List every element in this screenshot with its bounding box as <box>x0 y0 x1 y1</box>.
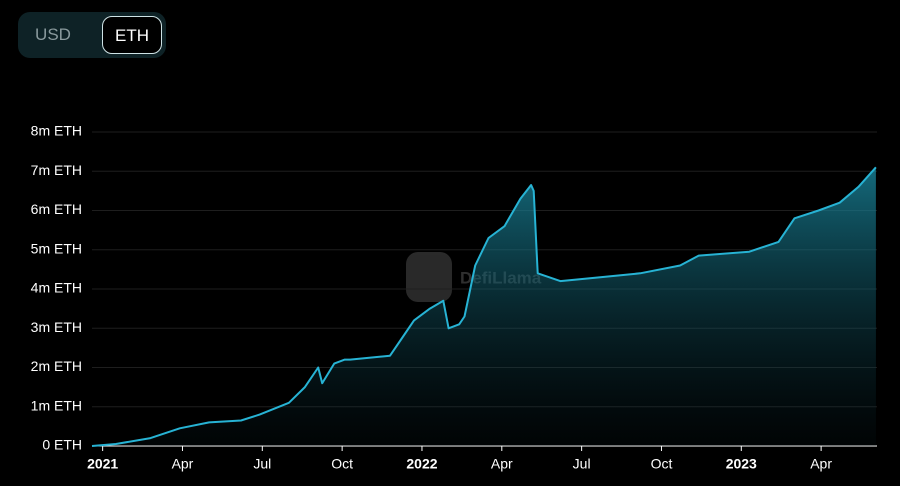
y-tick-label: 3m ETH <box>31 319 82 335</box>
x-tick-label: Apr <box>491 456 513 472</box>
area-line <box>91 166 877 447</box>
toggle-option[interactable]: USD <box>35 25 71 44</box>
y-tick-label: 0 ETH <box>42 437 82 453</box>
x-tick-label: 2023 <box>726 456 757 472</box>
y-tick-label: 4m ETH <box>31 280 82 296</box>
y-tick-label: 5m ETH <box>31 240 82 256</box>
toggle-option[interactable]: ETH <box>102 16 162 54</box>
y-tick-label: 7m ETH <box>31 162 82 178</box>
x-tick-label: Apr <box>810 456 832 472</box>
currency-toggle: USD ETH <box>18 12 166 58</box>
area-fill <box>92 167 876 447</box>
y-tick-label: 6m ETH <box>31 201 82 217</box>
x-tick-label: 2022 <box>406 456 437 472</box>
y-tick-label: 8m ETH <box>31 123 82 139</box>
x-tick-label: Oct <box>331 456 353 472</box>
x-tick-label: Oct <box>651 456 673 472</box>
y-tick-label: 2m ETH <box>31 358 82 374</box>
y-tick-label: 1m ETH <box>31 397 82 413</box>
x-tick-label: Jul <box>573 456 591 472</box>
x-tick-label: 2021 <box>87 456 118 472</box>
x-tick-label: Apr <box>172 456 194 472</box>
x-tick-label: Jul <box>253 456 271 472</box>
